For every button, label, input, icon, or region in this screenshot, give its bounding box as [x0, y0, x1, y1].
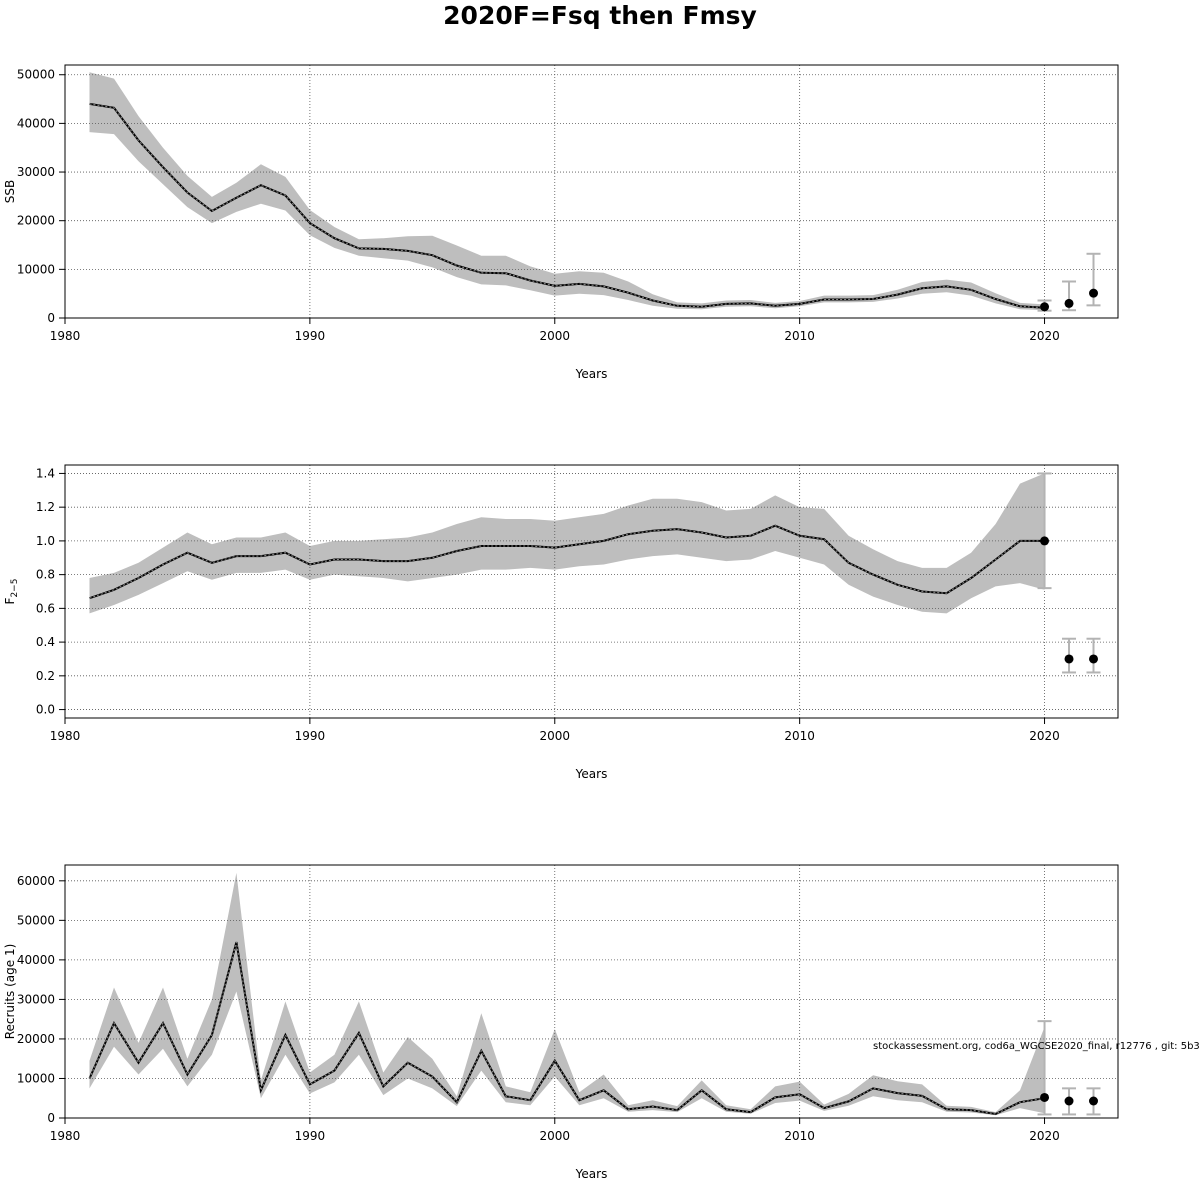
- y-tick-label: 30000: [17, 165, 55, 179]
- x-tick-label: 1990: [295, 329, 326, 343]
- forecast-point: [1064, 298, 1074, 308]
- forecast-point: [1089, 288, 1099, 298]
- x-tick-label: 2000: [539, 729, 570, 743]
- recruits-chart: 1980 1990 2000 2010 2020 0 10000 20000 30000 4000…: [3, 864, 1119, 1181]
- estimate-line-dots: [89, 525, 1045, 599]
- y-tick-label: 0.2: [36, 669, 55, 683]
- y-tick-label: 0: [47, 311, 55, 325]
- plot-frame: [64, 64, 1119, 319]
- plot-frame: [64, 464, 1119, 719]
- y-axis-label: SSB: [3, 180, 17, 203]
- x-tick-label: 2000: [539, 1129, 570, 1143]
- x-tick-label: 2010: [784, 729, 815, 743]
- x-axis-label: Years: [575, 767, 608, 781]
- y-tick-label: 50000: [17, 68, 55, 82]
- forecast-point: [1089, 654, 1099, 664]
- forecast-point: [1040, 302, 1050, 312]
- x-tick-label: 2010: [784, 1129, 815, 1143]
- forecast-point: [1040, 536, 1050, 546]
- confidence-band: [89, 473, 1045, 614]
- ssb-chart: 1980 1990 2000 2010 2020 0 10000 20000 30000 4000…: [3, 64, 1119, 381]
- y-axis-label: Recruits (age 1): [3, 944, 17, 1040]
- y-tick-label: 30000: [17, 992, 55, 1006]
- y-tick-label: 40000: [17, 953, 55, 967]
- y-tick-label: 10000: [17, 1071, 55, 1085]
- x-tick-label: 2020: [1029, 729, 1060, 743]
- x-axis-label: Years: [575, 1167, 608, 1181]
- x-tick-label: 1980: [50, 729, 81, 743]
- y-tick-label: 60000: [17, 874, 55, 888]
- y-tick-label: 1.2: [36, 500, 55, 514]
- forecast-point: [1040, 1092, 1050, 1102]
- footnote-label: stockassessment.org, cod6a_WGCSE2020_fin…: [873, 1041, 1200, 1052]
- f-chart: 1980 1990 2000 2010 2020 0.0 0.2 0.4 0.6 0.8 1.0 1.…: [3, 464, 1119, 781]
- plot-frame: [64, 864, 1119, 1119]
- y-tick-label: 20000: [17, 214, 55, 228]
- y-tick-label: 20000: [17, 1032, 55, 1046]
- x-tick-label: 2010: [784, 329, 815, 343]
- confidence-band: [89, 872, 1045, 1116]
- y-tick-label: 1.4: [36, 466, 55, 480]
- y-tick-label: 1.0: [36, 534, 55, 548]
- y-tick-label: 0: [47, 1111, 55, 1125]
- y-tick-label: 50000: [17, 913, 55, 927]
- y-tick-label: 0.0: [36, 703, 55, 717]
- confidence-band: [89, 72, 1045, 311]
- x-tick-label: 2020: [1029, 329, 1060, 343]
- y-tick-label: 0.4: [36, 635, 55, 649]
- estimate-line-dots: [89, 941, 1045, 1115]
- y-tick-label: 10000: [17, 262, 55, 276]
- forecast-point: [1064, 654, 1074, 664]
- y-tick-label: 0.8: [36, 568, 55, 582]
- forecast-point: [1089, 1096, 1099, 1106]
- y-tick-label: 0.6: [36, 601, 55, 615]
- y-axis-label: F2−5: [3, 579, 20, 605]
- x-tick-label: 2020: [1029, 1129, 1060, 1143]
- chart-title: 2020F=Fsq then Fmsy: [443, 1, 757, 30]
- forecast-point: [1064, 1096, 1074, 1106]
- estimate-line-dots: [89, 103, 1045, 309]
- x-axis-label: Years: [575, 367, 608, 381]
- x-tick-label: 1990: [295, 1129, 326, 1143]
- x-tick-label: 2000: [539, 329, 570, 343]
- x-tick-label: 1990: [295, 729, 326, 743]
- y-tick-label: 40000: [17, 116, 55, 130]
- x-tick-label: 1980: [50, 329, 81, 343]
- x-tick-label: 1980: [50, 1129, 81, 1143]
